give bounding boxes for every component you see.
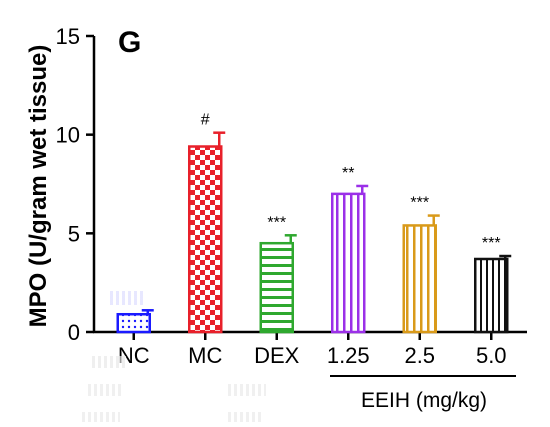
y-tick-label: 15 [56, 24, 80, 49]
panel-label: G [118, 26, 141, 59]
x-axis [93, 330, 527, 340]
y-axis-label: MPO (U/gram wet tissue) [25, 45, 52, 328]
bar-5-0 [474, 257, 509, 334]
artifact-mark [88, 384, 124, 396]
x-tick-label: 5.0 [476, 343, 507, 368]
x-tick-label: 1.25 [327, 343, 370, 368]
artifact-mark [92, 356, 126, 368]
significance-label: *** [267, 214, 286, 231]
bar-1-25 [331, 192, 366, 334]
x-tick-label: 2.5 [404, 343, 435, 368]
x-tick-labels: NC MC DEX 1.25 2.5 5.0 [118, 343, 507, 368]
bar-2-5 [402, 224, 437, 334]
group-label: EEIH (mg/kg) [361, 389, 487, 412]
x-tick-label: DEX [254, 343, 300, 368]
significance-label: ** [342, 165, 354, 182]
significance-label: *** [410, 195, 429, 212]
artifact-mark [228, 384, 266, 396]
y-axis: 0 5 10 15 [56, 24, 96, 345]
artifact-mark [82, 412, 120, 422]
y-tick-label: 10 [56, 123, 80, 148]
bar-nc [116, 312, 151, 334]
y-tick-label: 5 [68, 221, 80, 246]
x-tick-label: MC [188, 343, 222, 368]
bar-mc [188, 145, 223, 334]
significance-label: # [201, 112, 210, 129]
y-tick-label: 0 [68, 320, 80, 345]
significance-label: *** [482, 235, 501, 252]
bar-dex [259, 241, 294, 334]
bars: #*********** [116, 112, 512, 334]
artifact-mark [110, 291, 146, 305]
artifact-mark [228, 412, 264, 422]
